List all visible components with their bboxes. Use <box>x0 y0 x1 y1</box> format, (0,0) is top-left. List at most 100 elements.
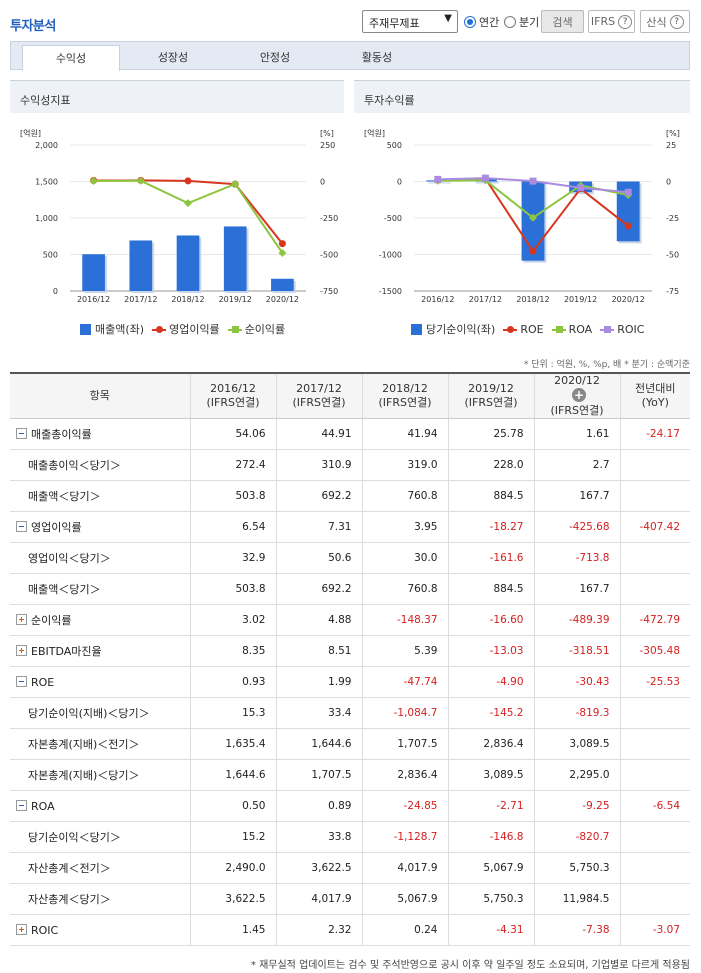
value-cell: 50.6 <box>276 542 363 574</box>
question-icon: ? <box>618 14 633 29</box>
collapse-icon[interactable] <box>16 521 27 532</box>
row-label: ROIC <box>31 923 59 937</box>
value-cell: 2.32 <box>276 914 363 946</box>
collapse-icon[interactable] <box>16 428 27 439</box>
basis-label: (IFRS연결) <box>378 396 432 409</box>
x-tick-label: 2019/12 <box>564 295 597 304</box>
statement-type-value: 주재무제표 <box>369 17 420 30</box>
row-label-cell[interactable]: 영업이익률 <box>10 511 191 543</box>
yoy-cell <box>620 728 690 760</box>
row-label-cell: 자산총계＜전기＞ <box>10 852 191 884</box>
value-cell: 3,089.5 <box>448 759 535 791</box>
yoy-cell <box>620 852 690 884</box>
value-cell: 25.78 <box>448 418 535 450</box>
table-row: ROA 0.50 0.89 -24.85 -2.71 -9.25 -6.54 <box>10 790 690 822</box>
bar <box>82 254 105 291</box>
value-cell: 2,836.4 <box>362 759 449 791</box>
yoy-cell: -25.53 <box>620 666 690 698</box>
table-row: 자산총계＜당기＞ 3,622.5 4,017.9 5,067.9 5,750.3 11,9… <box>10 883 690 915</box>
formula-help-button[interactable]: 산식 ? <box>640 10 690 33</box>
y-right-tick: 250 <box>320 141 335 150</box>
tab-stability[interactable]: 안정성 <box>259 51 291 64</box>
legend-item-roa[interactable]: ROA <box>551 323 592 336</box>
legend-item-operating-margin[interactable]: 영업이익률 <box>152 321 220 337</box>
value-cell: 884.5 <box>448 573 535 605</box>
value-cell: 15.3 <box>190 697 277 729</box>
legend-item-net-margin[interactable]: 순이익률 <box>227 321 285 337</box>
collapse-icon[interactable] <box>16 799 27 811</box>
row-label-cell: 자본총계(지배)＜당기＞ <box>10 759 191 791</box>
yoy-cell <box>620 449 690 481</box>
value-cell: 2,836.4 <box>448 728 535 760</box>
value-cell: 3,089.5 <box>534 728 621 760</box>
line-point <box>136 176 145 185</box>
ifrs-help-button[interactable]: IFRS ? <box>588 10 635 33</box>
value-cell: -24.85 <box>362 790 449 822</box>
x-tick-label: 2018/12 <box>516 295 549 304</box>
value-cell: 8.35 <box>190 635 277 667</box>
legend-item-net-income[interactable]: 당기순이익(좌) <box>411 321 495 337</box>
value-cell: -489.39 <box>534 604 621 636</box>
bar <box>271 278 294 291</box>
table-row: 영업이익＜당기＞ 32.9 50.6 30.0 -161.6 -713.8 <box>10 542 690 574</box>
row-label-cell[interactable]: EBITDA마진율 <box>10 635 191 667</box>
period-label: 2020/12 <box>554 374 600 387</box>
period-label: 2018/12 <box>382 382 428 395</box>
value-cell: 7.31 <box>276 511 363 543</box>
radio-annual[interactable]: 연간 <box>464 14 499 30</box>
row-label-cell: 매출총이익＜당기＞ <box>10 449 191 481</box>
expand-icon[interactable] <box>16 614 27 625</box>
legend-item-roe[interactable]: ROE <box>503 323 544 336</box>
expand-icon[interactable] <box>16 923 27 935</box>
value-cell: -145.2 <box>448 697 535 729</box>
legend-item-sales[interactable]: 매출액(좌) <box>80 321 144 337</box>
legend-line-swatch <box>551 325 566 334</box>
row-label-cell[interactable]: ROA <box>10 790 191 822</box>
tab-activity[interactable]: 활동성 <box>361 51 393 64</box>
tab-growth[interactable]: 성장성 <box>157 51 189 64</box>
statement-type-select[interactable]: 주재무제표 ▼ <box>362 10 458 33</box>
legend-bar-swatch <box>411 323 422 335</box>
row-label-cell[interactable]: 순이익률 <box>10 604 191 636</box>
radio-quarter[interactable]: 분기 <box>504 14 539 30</box>
basis-label: (IFRS연결) <box>464 396 518 409</box>
row-label: 자산총계＜전기＞ <box>28 862 111 875</box>
line-point <box>624 188 632 196</box>
tab-profitability[interactable]: 수익성 <box>22 45 120 71</box>
item-header: 항목 <box>10 373 191 419</box>
legend-item-roic[interactable]: ROIC <box>600 323 644 336</box>
value-cell: 5,750.3 <box>534 852 621 884</box>
row-label-cell[interactable]: ROE <box>10 666 191 698</box>
yoy-cell: -407.42 <box>620 511 690 543</box>
add-column-icon[interactable]: + <box>572 388 586 402</box>
row-label-cell[interactable]: ROIC <box>10 914 191 946</box>
value-cell: 319.0 <box>362 449 449 481</box>
profitability-chart-panel: 수익성지표 [억원] [%] 2,000 250 1,500 0 1,000 -250 500 -… <box>10 80 344 338</box>
yoy-cell: -3.07 <box>620 914 690 946</box>
value-cell: 3,622.5 <box>190 883 277 915</box>
x-tick-label: 2020/12 <box>266 295 299 304</box>
period-label: 2016/12 <box>210 382 256 395</box>
line-point <box>278 248 287 257</box>
row-label-cell[interactable]: 매출총이익률 <box>10 418 191 450</box>
collapse-icon[interactable] <box>16 675 27 687</box>
y-right-tick: 25 <box>666 141 676 150</box>
table-row: 매출액＜당기＞ 503.8 692.2 760.8 884.5 167.7 <box>10 480 690 512</box>
table-row: 자본총계(지배)＜당기＞ 1,644.6 1,707.5 2,836.4 3,089.5… <box>10 759 690 791</box>
value-cell: -146.8 <box>448 821 535 853</box>
y-right-unit: [%] <box>320 129 334 138</box>
value-cell: -13.03 <box>448 635 535 667</box>
bar <box>129 240 153 291</box>
basis-label: (IFRS연결) <box>550 404 604 417</box>
expand-icon[interactable] <box>16 645 27 656</box>
search-button[interactable]: 검색 <box>541 10 584 33</box>
y-right-tick: 0 <box>666 178 671 187</box>
value-cell: 5,750.3 <box>448 883 535 915</box>
value-cell: -1,084.7 <box>362 697 449 729</box>
table-row: EBITDA마진율 8.35 8.51 5.39 -13.03 -318.51 -305.4… <box>10 635 690 667</box>
legend-line-swatch <box>600 325 615 334</box>
y-right-tick: -750 <box>320 287 338 296</box>
x-tick-label: 2019/12 <box>219 295 252 304</box>
yoy-cell: -24.17 <box>620 418 690 450</box>
value-cell: 167.7 <box>534 573 621 605</box>
